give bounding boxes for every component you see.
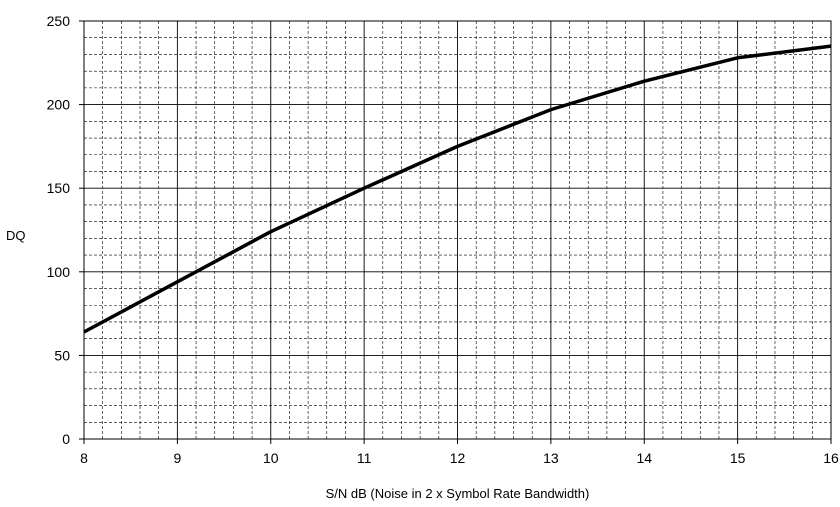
y-tick-label: 250 [47, 13, 71, 29]
series-line-0 [83, 44, 832, 334]
grid [83, 20, 832, 440]
tick-labels: 8 9 10 11 12 13 14 15 16 0 50 100 150 200 250 [47, 13, 839, 466]
y-tick-label: 100 [47, 264, 71, 280]
x-tick-label: 13 [543, 450, 559, 466]
series-layer [83, 44, 832, 334]
x-tick-label: 14 [636, 450, 652, 466]
y-axis-title: DQ [6, 228, 26, 243]
x-tick-label: 12 [450, 450, 466, 466]
x-tick-label: 9 [173, 450, 181, 466]
x-tick-label: 11 [357, 450, 372, 466]
y-tick-label: 50 [54, 347, 70, 363]
y-tick-label: 200 [47, 97, 71, 113]
x-tick-label: 15 [730, 450, 746, 466]
x-tick-label: 10 [263, 450, 279, 466]
y-tick-label: 0 [62, 431, 70, 447]
y-tick-label: 150 [47, 180, 71, 196]
x-axis-title: S/N dB (Noise in 2 x Symbol Rate Bandwid… [326, 486, 590, 501]
x-tick-label: 8 [80, 450, 88, 466]
x-tick-label: 16 [823, 450, 839, 466]
